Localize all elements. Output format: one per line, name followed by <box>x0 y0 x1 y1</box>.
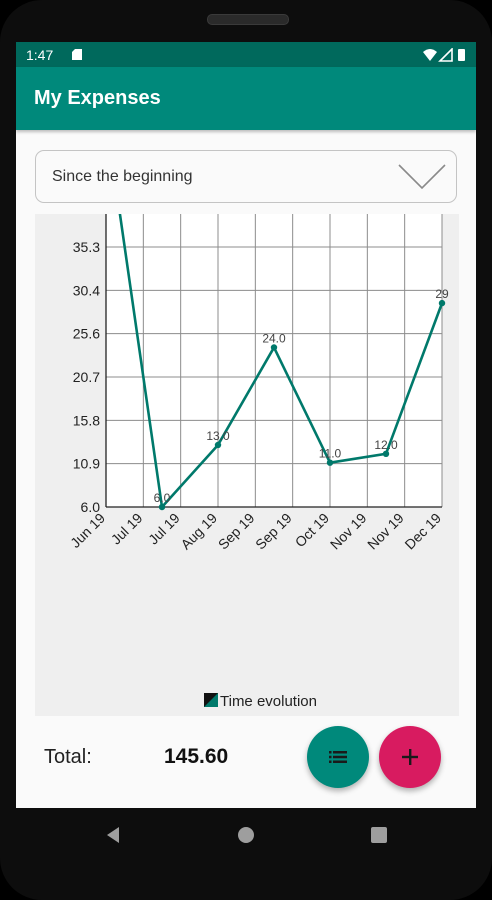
data-label: 12.0 <box>374 438 398 452</box>
data-label: 6.0 <box>154 491 171 505</box>
data-label: 29 <box>435 287 449 301</box>
x-tick-label: Jul 19 <box>108 510 146 548</box>
data-point <box>326 459 334 466</box>
x-tick-label: Sep 19 <box>215 510 258 553</box>
period-dropdown[interactable]: Since the beginning <box>35 150 457 203</box>
x-tick-label: Aug 19 <box>177 510 220 553</box>
x-tick-label: Sep 19 <box>252 510 295 553</box>
wifi-icon <box>423 49 437 61</box>
battery-icon <box>458 49 465 61</box>
status-bar: 1:47 <box>16 42 476 67</box>
data-point <box>158 503 166 511</box>
list-expenses-button[interactable] <box>307 726 369 788</box>
home-icon[interactable] <box>235 824 257 846</box>
plus-icon <box>402 749 418 765</box>
y-tick-label: 15.8 <box>73 412 100 428</box>
y-tick-label: 6.0 <box>81 499 101 515</box>
y-tick-label: 10.9 <box>73 456 100 472</box>
y-tick-label: 20.7 <box>73 369 100 385</box>
add-expense-button[interactable] <box>379 726 441 788</box>
y-tick-label: 25.6 <box>73 326 100 342</box>
total-value: 145.60 <box>164 745 229 768</box>
x-tick-label: Dec 19 <box>401 510 444 553</box>
back-icon[interactable] <box>102 824 124 846</box>
status-icons <box>423 48 465 62</box>
total-label: Total: <box>44 746 92 768</box>
period-dropdown-value: Since the beginning <box>52 168 193 185</box>
data-label: 13.0 <box>206 429 230 443</box>
system-nav-bar <box>0 808 492 860</box>
app-bar: My Expenses <box>16 67 476 130</box>
data-point <box>382 450 390 458</box>
data-point <box>270 344 278 351</box>
chart-canvas: 6.010.915.820.725.630.435.340.245.150.0J… <box>67 214 449 710</box>
legend-swatch-accent <box>204 693 218 707</box>
chart-legend: Time evolution <box>204 693 317 710</box>
status-time: 1:47 <box>26 47 54 63</box>
signal-icon <box>438 48 453 62</box>
app-title: My Expenses <box>34 87 161 109</box>
expense-chart: 6.010.915.820.725.630.435.340.245.150.0J… <box>35 214 459 716</box>
bottom-bar: Total: 145.60 <box>16 722 476 808</box>
legend-label: Time evolution <box>220 693 317 710</box>
data-label: 11.0 <box>319 447 342 461</box>
y-tick-label: 30.4 <box>73 282 100 298</box>
data-point <box>214 441 222 449</box>
data-point <box>438 299 446 307</box>
x-tick-label: Nov 19 <box>327 510 370 553</box>
device-speaker <box>207 14 289 25</box>
app-screen: 1:47 My Expenses Since the beginning 6.0… <box>16 42 476 808</box>
list-icon <box>329 751 347 763</box>
y-tick-label: 35.3 <box>73 239 100 255</box>
x-tick-label: Jun 19 <box>67 510 108 551</box>
plot-area <box>106 214 442 507</box>
x-tick-label: Oct 19 <box>292 510 333 551</box>
recents-icon[interactable] <box>368 824 390 846</box>
sd-card-icon <box>72 49 82 60</box>
x-tick-label: Nov 19 <box>364 510 407 553</box>
chevron-down-icon <box>398 164 446 190</box>
data-label: 24.0 <box>262 331 286 345</box>
